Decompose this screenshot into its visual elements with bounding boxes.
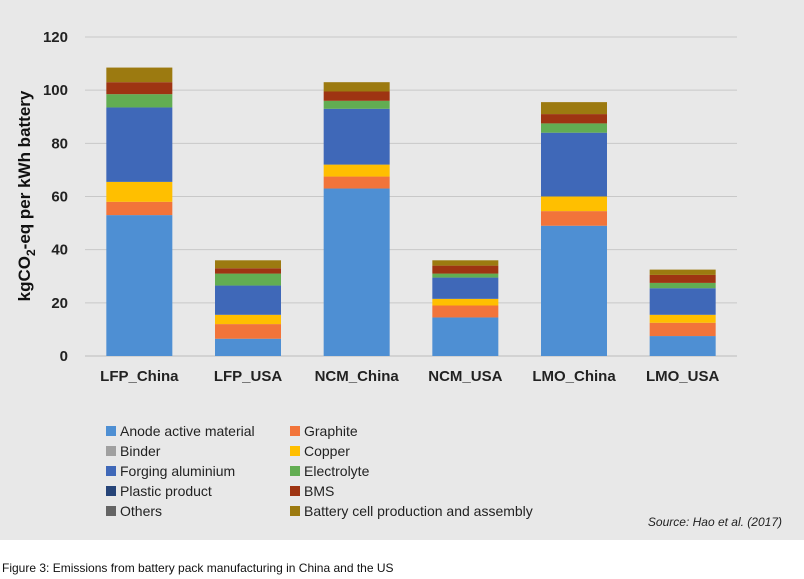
x-tick-label: NCM_USA: [428, 368, 502, 385]
y-tick-label: 80: [51, 135, 68, 152]
bar-segment: [541, 211, 607, 226]
legend-item: Graphite: [290, 423, 358, 439]
bar-segment: [649, 269, 716, 275]
bar-segment: [215, 273, 281, 286]
bar-segment: [323, 188, 390, 356]
bar-segment: [541, 114, 607, 124]
x-tick-label: LFP_USA: [214, 368, 283, 385]
legend-swatch: [290, 506, 300, 516]
bar-segment: [649, 274, 716, 283]
bar-segment: [215, 324, 281, 339]
legend-label: Anode active material: [120, 423, 255, 439]
legend-swatch: [290, 446, 300, 456]
bar-segment: [323, 176, 390, 189]
legend-item: Copper: [290, 443, 350, 459]
y-tick-label: 40: [51, 242, 68, 259]
bar-segment: [215, 260, 281, 269]
legend-item: Others: [106, 503, 162, 519]
x-tick-label: LMO_USA: [646, 368, 720, 385]
legend-label: Plastic product: [120, 483, 212, 499]
bar-segment: [541, 102, 607, 115]
bar-segment: [649, 336, 716, 356]
bar-segment: [106, 181, 173, 202]
legend-item: Electrolyte: [290, 463, 370, 479]
legend-label: BMS: [304, 483, 334, 499]
bar-segment: [432, 260, 499, 266]
bar-segment: [649, 314, 716, 323]
bar-segment: [432, 273, 499, 278]
legend-item: Forging aluminium: [106, 463, 235, 479]
legend-item: Plastic product: [106, 483, 212, 499]
bar-segment: [432, 265, 499, 274]
legend-item: BMS: [290, 483, 334, 499]
legend-label: Battery cell production and assembly: [304, 503, 533, 519]
bar-segment: [323, 91, 390, 101]
x-tick-label: LMO_China: [532, 368, 616, 385]
bar-segment: [215, 314, 281, 325]
legend-label: Electrolyte: [304, 463, 370, 479]
y-tick-label: 100: [43, 82, 68, 99]
y-tick-label: 120: [43, 29, 68, 46]
legend-item: Battery cell production and assembly: [290, 503, 533, 519]
legend-label: Binder: [120, 443, 161, 459]
y-tick-label: 0: [60, 348, 68, 365]
legend-label: Copper: [304, 443, 350, 459]
legend-swatch: [106, 506, 116, 516]
bar-segment: [323, 164, 390, 177]
bar-segment: [106, 107, 173, 182]
bar-segment: [649, 322, 716, 337]
figure-caption: Figure 3: Emissions from battery pack ma…: [2, 561, 394, 575]
legend-swatch: [290, 426, 300, 436]
bar-segment: [649, 288, 716, 315]
y-tick-label: 60: [51, 189, 68, 206]
legend-swatch: [106, 486, 116, 496]
bar-segment: [432, 277, 499, 299]
bar-segment: [432, 298, 499, 306]
legend-swatch: [106, 426, 116, 436]
y-axis-label: kgCO2-eq per kWh battery: [15, 90, 38, 301]
bar-segment: [541, 196, 607, 212]
bar-segment: [541, 123, 607, 133]
legend-swatch: [106, 446, 116, 456]
bar-segment: [323, 82, 390, 92]
bar-segment: [106, 67, 173, 83]
y-tick-label: 20: [51, 295, 68, 312]
bar-segment: [541, 225, 607, 356]
legend-swatch: [290, 466, 300, 476]
stacked-bar-chart: 0 20 40 60 80 100 120 LFP_China LFP_USA NCM_China…: [15, 29, 737, 519]
bar-segment: [106, 215, 173, 356]
bar-segment: [215, 338, 281, 356]
x-tick-label: NCM_China: [315, 368, 400, 385]
bar-segment: [215, 285, 281, 315]
bar-segment: [215, 268, 281, 274]
bar-segment: [541, 132, 607, 197]
legend-label: Others: [120, 503, 162, 519]
legend-item: Anode active material: [106, 423, 255, 439]
bar-segment: [432, 317, 499, 356]
legend-label: Graphite: [304, 423, 358, 439]
legend-item: Binder: [106, 443, 161, 459]
bar-segment: [106, 201, 173, 216]
bar-segment: [323, 108, 390, 165]
bar-segment: [649, 282, 716, 289]
legend-label: Forging aluminium: [120, 463, 235, 479]
bar-segment: [106, 82, 173, 95]
bar-segment: [106, 94, 173, 108]
chart-panel: 0 20 40 60 80 100 120 LFP_China LFP_USA NCM_China…: [0, 0, 804, 540]
x-tick-label: LFP_China: [100, 368, 179, 385]
legend-swatch: [290, 486, 300, 496]
legend-swatch: [106, 466, 116, 476]
source-note: Source: Hao et al. (2017): [647, 515, 782, 529]
bar-segment: [432, 305, 499, 318]
bar-segment: [323, 100, 390, 109]
